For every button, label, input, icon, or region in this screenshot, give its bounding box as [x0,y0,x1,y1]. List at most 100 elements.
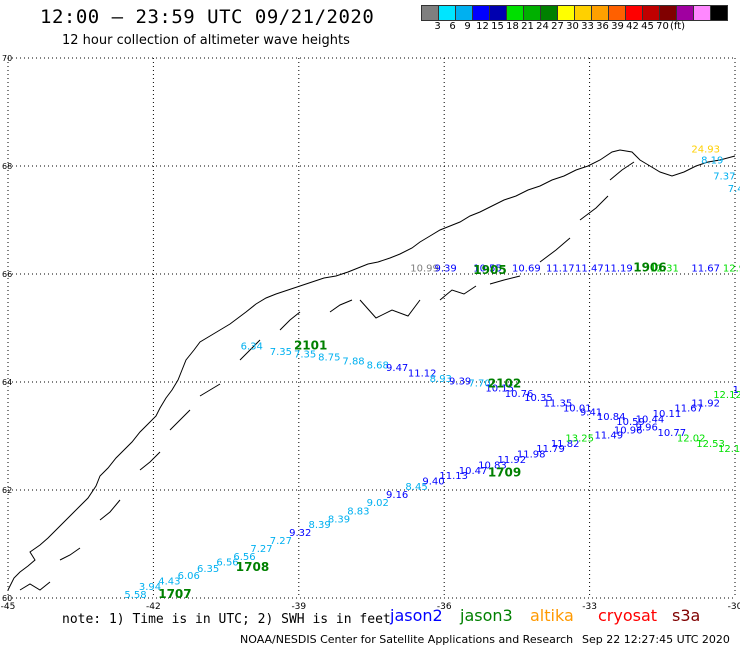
color-scale-bar [421,5,728,21]
color-scale-label: 9 [464,21,471,32]
page-subtitle: 12 hour collection of altimeter wave hei… [62,33,350,48]
wave-height-value: 10.35 [524,393,553,404]
page-title: 12:00 — 23:59 UTC 09/21/2020 [40,6,375,28]
wave-height-value: 9.41 [580,407,602,418]
wave-height-value: 11.67 [691,263,720,274]
latitude-tick-label: 66 [2,270,12,279]
wave-height-value: 11.67 [674,404,703,415]
color-swatch [676,5,694,21]
color-swatch [540,5,558,21]
wave-height-value: 10.11 [653,409,682,420]
wave-height-value: 8.45 [405,482,427,493]
wave-height-value: 5.58 [124,590,146,601]
greenland-coastline [7,149,736,591]
color-scale-spacer [422,21,430,32]
legend-altika: altika [530,606,574,625]
wave-height-value: 9.39 [449,377,471,388]
wave-height-value: 7.88 [342,357,364,368]
wave-height-value: 11.13 [439,471,468,482]
wave-height-value: 11.47 [575,263,604,274]
longitude-tick-label: -33 [582,602,597,612]
wave-height-value: 11.98 [517,450,546,461]
wave-height-value: 7.27 [270,536,292,547]
wave-height-value: 10.84 [597,412,626,423]
wave-height-value: 9.32 [289,528,311,539]
pass-time-label: 1708 [236,560,269,574]
color-scale-label: 30 [566,21,579,32]
wave-height-value: 6.56 [216,558,238,569]
wave-height-value: 6.34 [241,342,263,353]
wave-height-value: 11.67 [733,385,740,396]
color-swatch [591,5,609,21]
color-scale-label: 3 [434,21,441,32]
pass-time-label: 1905 [473,263,506,277]
wave-height-value: 11.92 [691,398,720,409]
pass-time-label: 2101 [294,339,327,353]
latitude-tick-labels: 70 68 66 64 62 60 [2,54,12,603]
latitude-tick-label: 70 [2,54,12,63]
wave-height-value: 7.37 [713,172,735,183]
longitude-tick-label: -36 [437,602,452,612]
wave-height-value: 8.39 [308,520,330,531]
wave-height-value: 13.25 [565,433,594,444]
wave-height-value: 9.96 [636,423,658,434]
wave-height-value: 6.56 [233,552,255,563]
legend-jason3: jason3 [460,606,513,625]
wave-height-value: 11.49 [594,431,623,442]
wave-height-value: 10.55 [473,263,502,274]
wave-height-value: 12.99 [723,263,740,274]
wave-height-value: 8.68 [367,361,389,372]
color-swatch [421,5,439,21]
color-scale-label: 36 [596,21,609,32]
graticule-grid [7,57,736,599]
color-scale-labels: 3 6 9 12 15 18 21 24 27 30 33 36 39 42 45 70 (ft) [422,21,685,32]
color-scale-label: 21 [521,21,534,32]
legend-jason2: jason2 [390,606,443,625]
wave-height-value: 10.69 [512,263,541,274]
color-swatch [625,5,643,21]
color-scale-label: 15 [491,21,504,32]
generated-timestamp: Sep 22 12:27:45 UTC 2020 [582,633,730,646]
wave-height-value: 10.15 [485,384,514,395]
wave-height-value: 8.39 [328,514,350,525]
color-swatch [472,5,490,21]
pass-time-label: 1707 [158,587,191,601]
color-scale-label: 27 [551,21,564,32]
wave-height-value: 12.10 [718,444,740,455]
wave-height-value: 9.16 [386,490,408,501]
wave-height-value: 10.77 [657,428,686,439]
latitude-tick-label: 68 [2,162,12,171]
wave-height-value: 9.47 [386,363,408,374]
longitude-tick-label: -39 [291,602,306,612]
latitude-tick-label: 62 [2,486,12,495]
color-swatch [693,5,711,21]
wave-height-value: 11.79 [536,444,565,455]
color-scale-label: 12 [476,21,489,32]
color-scale-label: (ft) [670,21,686,32]
wave-height-value: 4.43 [158,577,180,588]
wave-height-value: 6.35 [197,564,219,575]
wave-height-value: 10.44 [636,415,665,426]
longitude-tick-label: -42 [146,602,161,612]
legend-cryosat: cryosat [598,606,658,625]
wave-height-value: 10.96 [614,425,643,436]
wave-height-value: 10.01 [563,404,592,415]
wave-height-value: 11.82 [551,439,580,450]
wave-height-value: 10.76 [505,389,534,400]
color-scale-label: 42 [626,21,639,32]
wave-height-value: 7.35 [270,347,292,358]
wave-height-value: 3.94 [139,582,161,593]
wave-height-value: 24.93 [691,145,720,156]
color-swatch [506,5,524,21]
wave-height-value: 7.35 [294,350,316,361]
wave-height-value: 12.31 [650,263,679,274]
wave-height-value: 11.35 [544,398,573,409]
color-swatch [608,5,626,21]
pass-time-label: 2102 [488,376,521,390]
color-swatch [710,5,728,21]
wave-height-value: 12.02 [677,433,706,444]
wave-height-value: 11.19 [604,263,633,274]
greenland-fjords [19,161,635,591]
footnote: note: 1) Time is in UTC; 2) SWH is in fe… [62,612,391,627]
wave-height-value: 8.19 [701,155,723,166]
